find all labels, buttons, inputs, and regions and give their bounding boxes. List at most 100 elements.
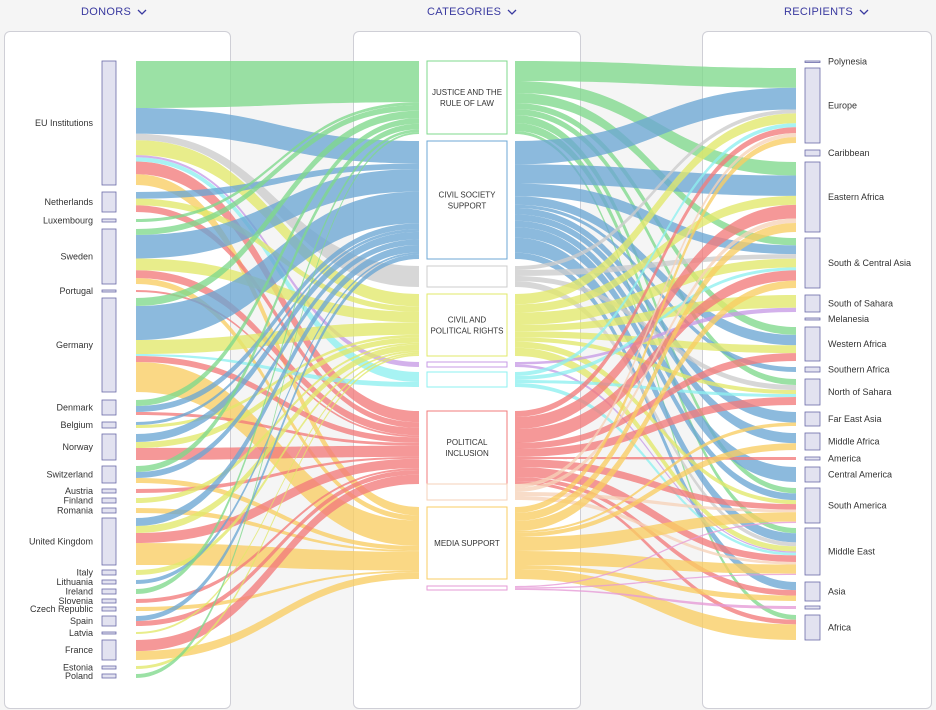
flow-link-cat-8-rec-1[interactable]: [515, 137, 796, 513]
category-node[interactable]: [426, 371, 508, 388]
donor-node[interactable]: [101, 297, 117, 393]
flow-link-cat-8-rec-4[interactable]: [515, 280, 796, 531]
category-node[interactable]: [426, 506, 508, 580]
flow-link-donor-23-cat-0[interactable]: [136, 132, 419, 679]
flow-link-donor-13-cat-6[interactable]: [136, 458, 419, 543]
category-node[interactable]: [426, 293, 508, 357]
recipient-node[interactable]: [804, 466, 821, 483]
flow-link-cat-2-rec-1[interactable]: [515, 109, 796, 271]
category-node[interactable]: [426, 410, 508, 485]
flow-link-cat-9-rec-14[interactable]: [515, 521, 796, 588]
flow-link-donor-6-cat-0[interactable]: [136, 118, 419, 406]
flow-link-cat-3-rec-7[interactable]: [515, 331, 796, 354]
recipient-node[interactable]: [804, 411, 821, 427]
flow-link-donor-6-cat-6[interactable]: [136, 412, 419, 446]
recipient-node[interactable]: [804, 378, 821, 406]
flow-link-cat-8-rec-16[interactable]: [515, 565, 796, 601]
recipient-node[interactable]: [804, 614, 821, 641]
flow-link-cat-2-rec-9[interactable]: [515, 276, 796, 390]
flow-link-cat-7-rec-3[interactable]: [515, 218, 796, 493]
flow-link-cat-3-rec-1[interactable]: [515, 113, 796, 305]
flow-link-donor-19-cat-1[interactable]: [136, 254, 419, 622]
flow-link-donor-9-cat-8[interactable]: [136, 478, 419, 551]
donor-node[interactable]: [101, 191, 117, 213]
flow-link-cat-3-rec-14[interactable]: [515, 341, 796, 505]
flow-link-cat-1-rec-14[interactable]: [515, 227, 796, 501]
flow-link-donor-3-cat-3[interactable]: [136, 258, 419, 323]
donor-node[interactable]: [101, 615, 117, 627]
flow-link-cat-5-rec-15[interactable]: [515, 383, 796, 556]
recipient-node[interactable]: [804, 237, 821, 289]
recipient-node[interactable]: [804, 60, 821, 63]
flow-link-cat-8-rec-14[interactable]: [515, 512, 796, 551]
recipients-dropdown[interactable]: RECIPIENTS: [784, 4, 869, 20]
category-node[interactable]: [426, 361, 508, 368]
donor-node[interactable]: [101, 60, 117, 186]
flow-link-donor-5-cat-6[interactable]: [136, 356, 419, 443]
flow-link-donor-15-cat-1[interactable]: [136, 252, 419, 584]
donor-node[interactable]: [101, 228, 117, 285]
donor-node[interactable]: [101, 631, 117, 635]
flow-link-cat-6-rec-1[interactable]: [515, 127, 796, 418]
flow-link-donor-7-cat-1[interactable]: [136, 229, 419, 425]
flow-link-cat-1-rec-3[interactable]: [515, 164, 796, 196]
flow-link-donor-21-cat-6[interactable]: [136, 474, 419, 652]
donor-node[interactable]: [101, 399, 117, 416]
donor-node[interactable]: [101, 639, 117, 661]
flow-link-cat-1-rec-15[interactable]: [515, 237, 796, 543]
recipient-node[interactable]: [804, 605, 821, 610]
flow-link-donor-7-cat-3[interactable]: [136, 334, 419, 428]
donor-node[interactable]: [101, 517, 117, 566]
recipient-node[interactable]: [804, 366, 821, 373]
donor-node[interactable]: [101, 433, 117, 461]
donor-node[interactable]: [101, 673, 117, 679]
flow-link-donor-22-cat-3[interactable]: [136, 354, 419, 669]
flow-link-cat-8-rec-15[interactable]: [515, 551, 796, 574]
flow-link-donor-12-cat-8[interactable]: [136, 508, 419, 552]
flow-link-donor-8-cat-3[interactable]: [136, 337, 419, 448]
flow-link-cat-9-rec-15[interactable]: [515, 573, 796, 589]
flow-link-donor-21-cat-8[interactable]: [136, 572, 419, 660]
donor-node[interactable]: [101, 569, 117, 576]
flow-link-cat-6-rec-18[interactable]: [515, 481, 796, 625]
donor-node[interactable]: [101, 218, 117, 223]
donor-node[interactable]: [101, 465, 117, 484]
category-node[interactable]: [426, 140, 508, 260]
flow-link-cat-1-rec-11[interactable]: [515, 214, 796, 444]
recipient-node[interactable]: [804, 527, 821, 576]
recipient-node[interactable]: [804, 487, 821, 524]
flow-link-donor-2-cat-0[interactable]: [136, 102, 419, 222]
flow-link-donor-14-cat-3[interactable]: [136, 350, 419, 575]
flow-link-cat-3-rec-4[interactable]: [515, 258, 796, 325]
flow-link-cat-0-rec-4[interactable]: [515, 93, 796, 246]
flow-link-donor-1-cat-1[interactable]: [136, 163, 419, 199]
flow-link-donor-9-cat-1[interactable]: [136, 239, 419, 478]
flow-link-cat-6-rec-14[interactable]: [515, 459, 796, 510]
flow-link-cat-2-rec-15[interactable]: [515, 281, 796, 547]
category-node[interactable]: [426, 483, 508, 501]
categories-dropdown[interactable]: CATEGORIES: [427, 4, 517, 20]
flow-link-donor-16-cat-0[interactable]: [136, 129, 419, 595]
flow-link-donor-9-cat-0[interactable]: [136, 123, 419, 472]
flow-link-cat-0-rec-1[interactable]: [515, 61, 796, 88]
donor-node[interactable]: [101, 488, 117, 494]
flow-link-cat-3-rec-9[interactable]: [515, 337, 796, 394]
flow-link-cat-7-rec-1[interactable]: [515, 133, 796, 488]
flow-link-donor-0-cat-0[interactable]: [136, 61, 419, 109]
flow-link-cat-6-rec-9[interactable]: [515, 397, 796, 457]
flow-link-donor-5-cat-1[interactable]: [136, 191, 419, 340]
recipient-node[interactable]: [804, 317, 821, 321]
donor-node[interactable]: [101, 421, 117, 429]
flow-link-cat-8-rec-10[interactable]: [515, 422, 796, 534]
flow-link-cat-8-rec-11[interactable]: [515, 443, 796, 537]
flow-link-donor-4-cat-6[interactable]: [136, 290, 419, 438]
donor-node[interactable]: [101, 507, 117, 514]
flow-link-cat-5-rec-1[interactable]: [515, 123, 796, 377]
donor-node[interactable]: [101, 588, 117, 595]
flow-link-donor-6-cat-1[interactable]: [136, 223, 419, 412]
flow-link-donor-11-cat-3[interactable]: [136, 342, 419, 503]
flow-link-cat-1-rec-4[interactable]: [515, 183, 796, 255]
flow-link-cat-8-rec-3[interactable]: [515, 222, 796, 521]
flow-link-donor-3-cat-6[interactable]: [136, 270, 419, 436]
flow-link-donor-20-cat-3[interactable]: [136, 352, 419, 634]
